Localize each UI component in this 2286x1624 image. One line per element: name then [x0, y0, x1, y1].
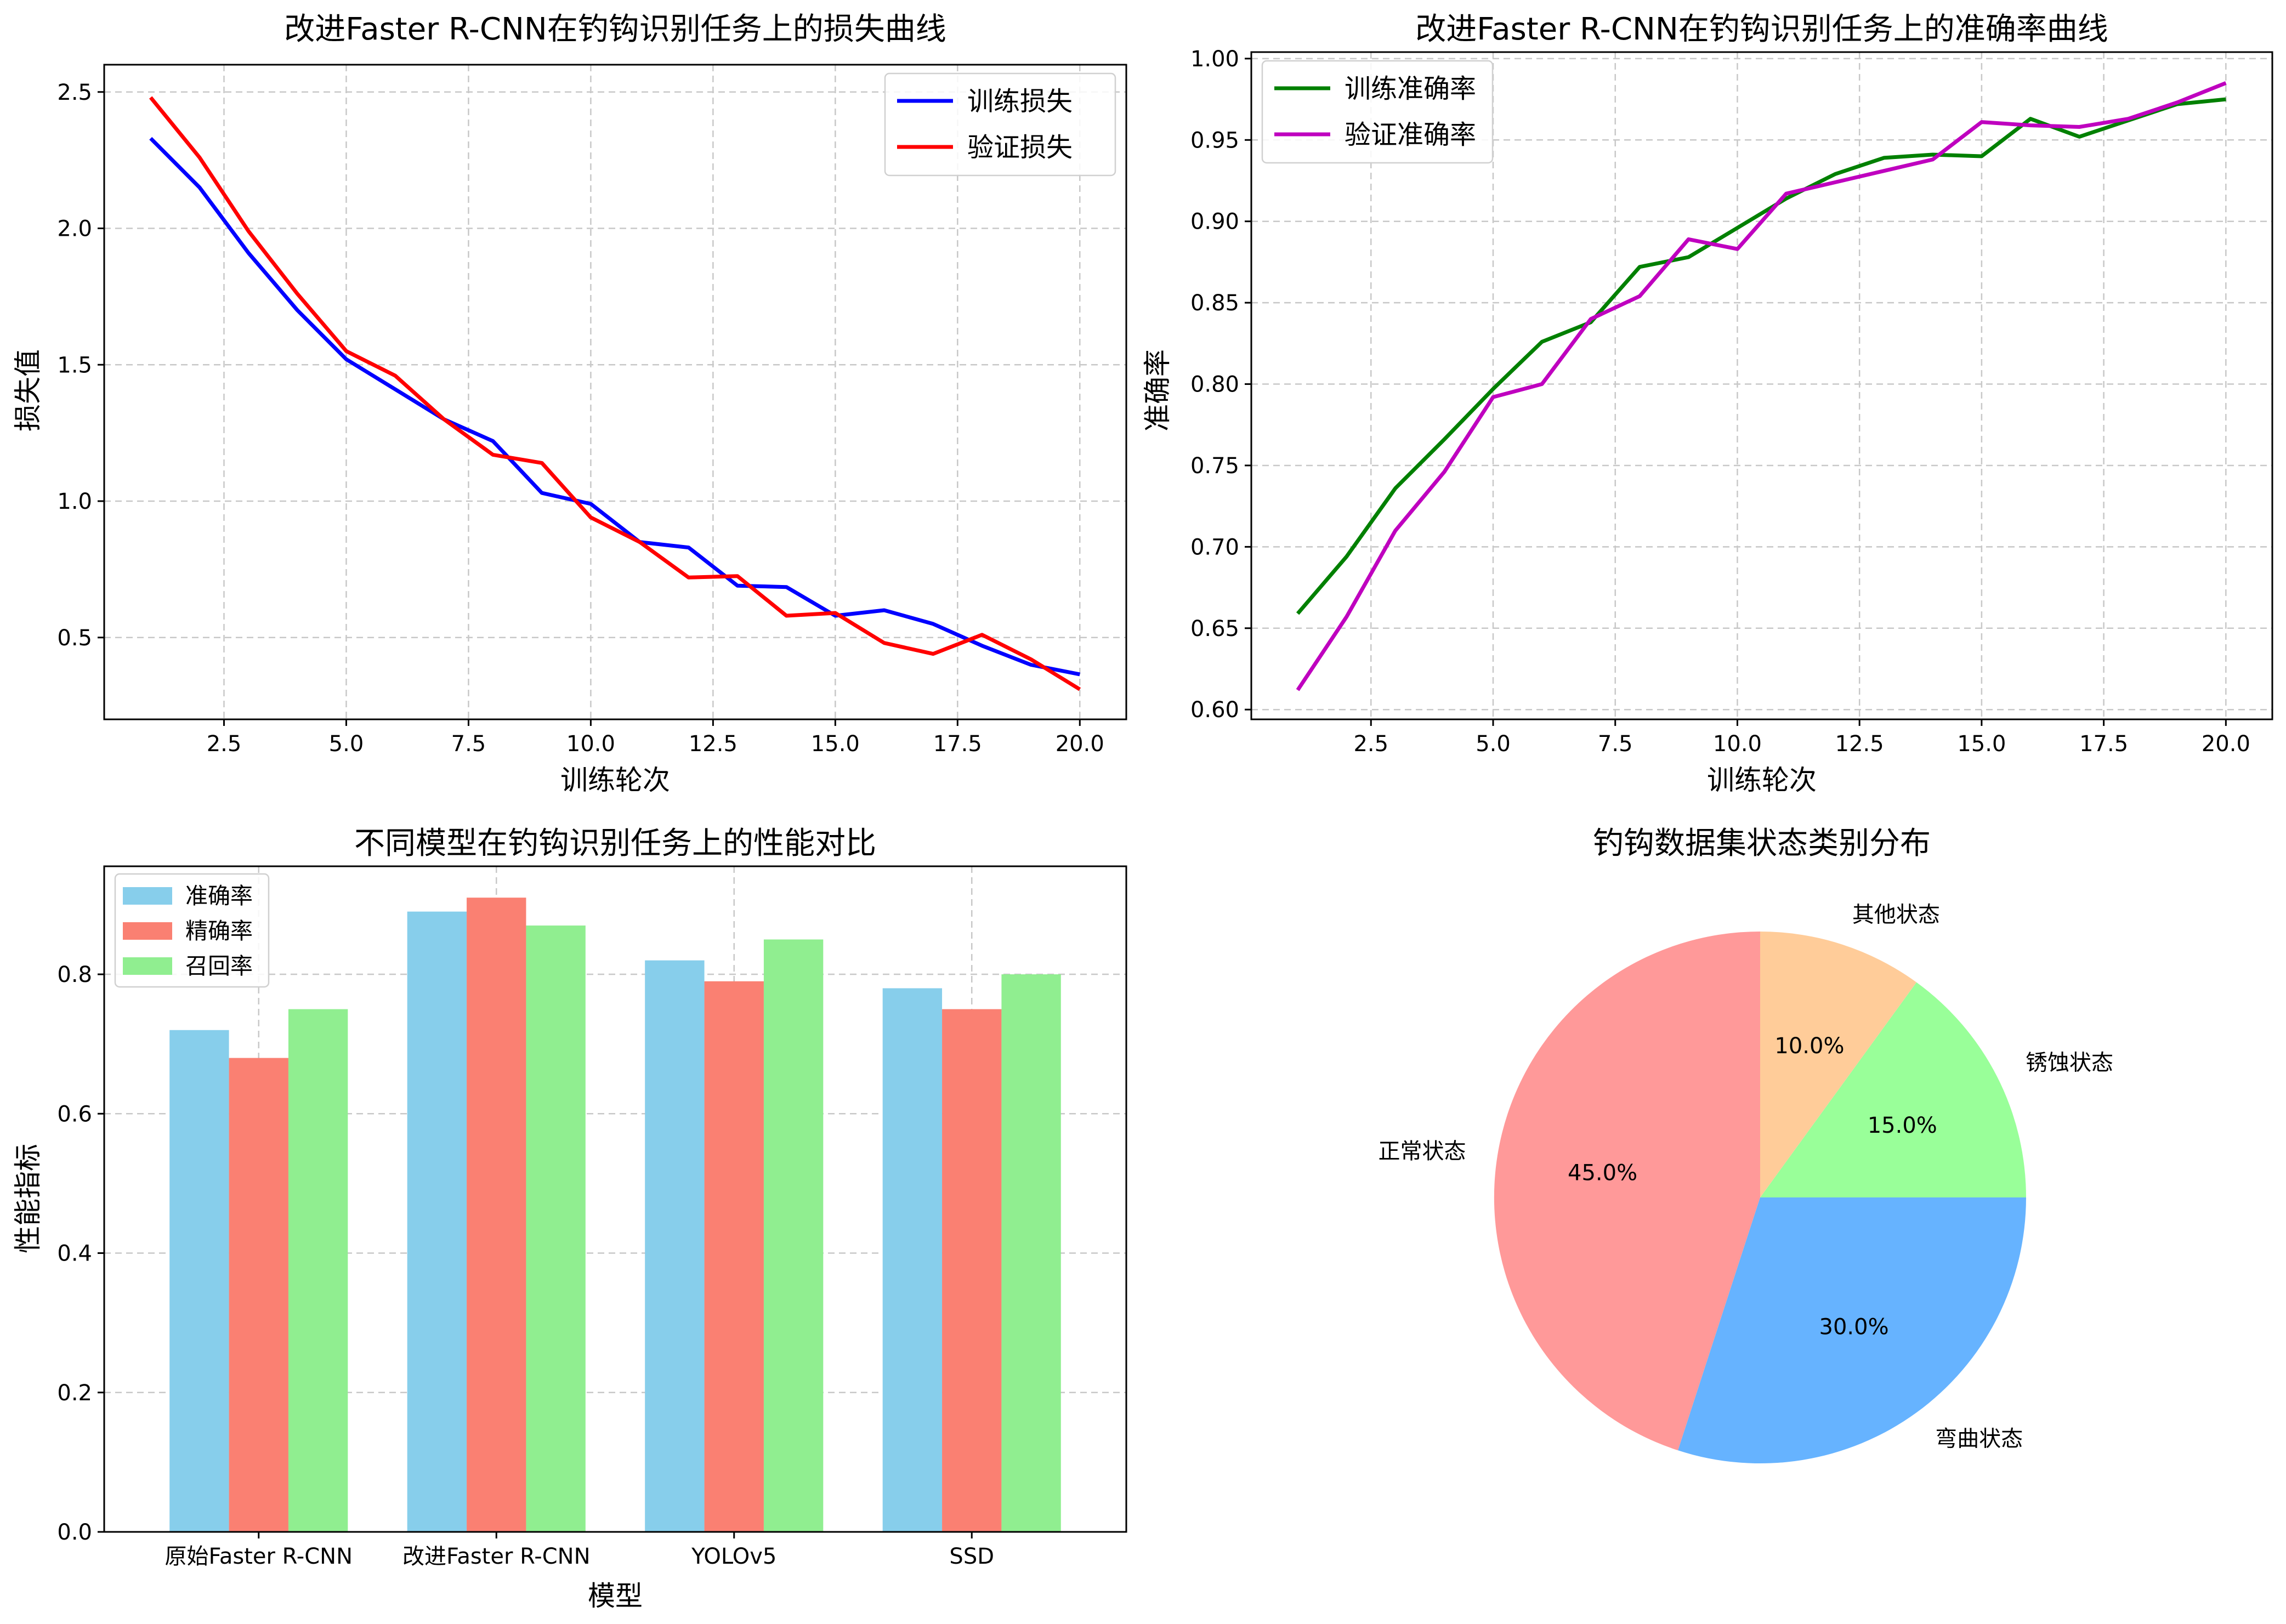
- bar-bar-1-4: [882, 988, 943, 1532]
- pie-slice-pct: 15.0%: [1868, 1113, 1937, 1138]
- loss-ytick-label: 1.5: [57, 353, 92, 378]
- loss-ytick-label: 0.5: [57, 626, 92, 651]
- bar-ytick-label: 0.8: [57, 962, 92, 987]
- accuracy-chart-xlabel: 训练轮次: [1707, 764, 1817, 796]
- accuracy-xtick-label: 10.0: [1713, 731, 1762, 757]
- loss-chart-title: 改进Faster R-CNN在钓钩识别任务上的损失曲线: [284, 12, 946, 47]
- loss-ytick-label: 2.5: [57, 80, 92, 105]
- bar-ytick-label: 0.2: [57, 1381, 92, 1406]
- bar-category-label: 原始Faster R-CNN: [165, 1544, 353, 1569]
- bar-legend-label: 准确率: [185, 883, 253, 909]
- bar-legend-label: 精确率: [185, 918, 253, 944]
- accuracy-chart-panel: 改进Faster R-CNN在钓钩识别任务上的准确率曲线 训练轮次 准确率 2.…: [1142, 12, 2273, 796]
- bar-chart-ylabel: 性能指标: [12, 1144, 44, 1253]
- pie-chart-panel: 钓钩数据集状态类别分布 正常状态 45.0% 弯曲状态 30.0% 锈蚀状态 15.0% 其…: [1378, 826, 2113, 1464]
- loss-xtick-label: 15.0: [811, 731, 860, 757]
- accuracy-xtick-label: 17.5: [2079, 731, 2128, 757]
- accuracy-legend-label: 验证准确率: [1345, 120, 1476, 150]
- bar-bar-2-1: [229, 1058, 288, 1532]
- accuracy-ytick-label: 0.65: [1190, 616, 1239, 641]
- bar-axes-frame: [103, 865, 1127, 1533]
- accuracy-xtick-label: 7.5: [1598, 731, 1633, 757]
- bar-ytick-label: 0.4: [57, 1241, 92, 1267]
- pie-slice-1: [1494, 932, 1760, 1451]
- pie-slice-label: 弯曲状态: [1935, 1426, 2023, 1451]
- bar-bar-2-2: [467, 898, 526, 1532]
- loss-ytick-label: 2.0: [57, 217, 92, 242]
- pie-slice-3: [1760, 982, 2026, 1197]
- bar-chart-panel: 不同模型在钓钩识别任务上的性能对比 模型 性能指标 0.0 0.2 0.4 0.6 0.…: [12, 826, 1127, 1612]
- loss-xtick-label: 10.0: [566, 731, 615, 757]
- accuracy-ytick-label: 0.95: [1190, 128, 1239, 153]
- pie-slice-pct: 45.0%: [1568, 1160, 1637, 1185]
- bar-legend-swatch: [123, 922, 172, 940]
- loss-xtick-label: 7.5: [451, 731, 486, 757]
- bar-bar-2-3: [704, 981, 764, 1532]
- bar-chart-xlabel: 模型: [588, 1580, 643, 1612]
- loss-xtick-label: 2.5: [207, 731, 242, 757]
- bar-legend-label: 召回率: [185, 953, 253, 979]
- accuracy-axes-frame: [1250, 51, 2273, 720]
- bar-bar-1-1: [169, 1030, 229, 1532]
- loss-xtick-label: 12.5: [689, 731, 738, 757]
- pie-slice-2: [1678, 1197, 2026, 1464]
- pie-slice-label: 正常状态: [1378, 1139, 1466, 1164]
- loss-axes-frame: [103, 64, 1127, 720]
- bar-category-label: SSD: [949, 1544, 994, 1569]
- bar-ytick-label: 0.0: [57, 1520, 92, 1545]
- bar-legend-swatch: [123, 957, 172, 975]
- accuracy-xtick-label: 15.0: [1957, 731, 2006, 757]
- bar-bar-1-2: [407, 911, 467, 1532]
- accuracy-xtick-label: 12.5: [1835, 731, 1884, 757]
- accuracy-ytick-label: 0.70: [1190, 535, 1239, 560]
- bar-category-label: 改进Faster R-CNN: [402, 1544, 591, 1569]
- pie-slice-pct: 30.0%: [1819, 1314, 1889, 1339]
- loss-xtick-label: 20.0: [1056, 731, 1104, 757]
- loss-chart-ylabel: 损失值: [12, 349, 44, 431]
- accuracy-chart-title: 改进Faster R-CNN在钓钩识别任务上的准确率曲线: [1415, 12, 2108, 47]
- loss-legend-label: 验证损失: [967, 132, 1073, 163]
- pie-slice-label: 其他状态: [1852, 902, 1940, 927]
- accuracy-xtick-label: 20.0: [2202, 731, 2250, 757]
- pie-slice-label: 锈蚀状态: [2026, 1050, 2113, 1075]
- loss-legend-label: 训练损失: [967, 86, 1073, 117]
- pie-chart-title: 钓钩数据集状态类别分布: [1593, 826, 1931, 861]
- loss-chart-panel: 改进Faster R-CNN在钓钩识别任务上的损失曲线 训练轮次 损失值 2.5…: [12, 12, 1127, 796]
- accuracy-ytick-label: 0.90: [1190, 209, 1239, 235]
- bar-bar-2-4: [942, 1009, 1002, 1532]
- bar-bar-3-2: [526, 925, 586, 1532]
- accuracy-ytick-label: 1.00: [1190, 47, 1239, 72]
- bar-category-label: YOLOv5: [691, 1544, 776, 1569]
- loss-series-line-2: [149, 96, 1081, 691]
- bar-chart-title: 不同模型在钓钩识别任务上的性能对比: [354, 826, 876, 861]
- accuracy-legend-label: 训练准确率: [1345, 73, 1476, 104]
- bar-bar-3-1: [288, 1009, 348, 1532]
- loss-chart-xlabel: 训练轮次: [560, 764, 670, 796]
- accuracy-ytick-label: 0.85: [1190, 291, 1239, 316]
- loss-grid: [104, 65, 1126, 719]
- loss-xtick-label: 5.0: [329, 731, 364, 757]
- bar-bar-3-3: [763, 939, 824, 1532]
- loss-series-line-1: [149, 137, 1080, 677]
- bar-legend-swatch: [123, 887, 172, 905]
- bar-ytick-label: 0.6: [57, 1101, 92, 1127]
- loss-ytick-label: 1.0: [57, 489, 92, 514]
- bar-bar-3-4: [1001, 974, 1061, 1532]
- pie-slice-4: [1760, 932, 1917, 1197]
- loss-xtick-label: 17.5: [933, 731, 982, 757]
- accuracy-xtick-label: 5.0: [1476, 731, 1511, 757]
- accuracy-chart-ylabel: 准确率: [1142, 349, 1173, 431]
- accuracy-series-line-1: [1296, 97, 2226, 615]
- accuracy-xtick-label: 2.5: [1353, 731, 1388, 757]
- accuracy-series-line-2: [1296, 81, 2227, 691]
- accuracy-ytick-label: 0.80: [1190, 372, 1239, 398]
- accuracy-ytick-label: 0.60: [1190, 697, 1239, 723]
- pie-slice-pct: 10.0%: [1774, 1034, 1844, 1059]
- accuracy-ytick-label: 0.75: [1190, 453, 1239, 479]
- bar-bar-1-3: [645, 960, 705, 1532]
